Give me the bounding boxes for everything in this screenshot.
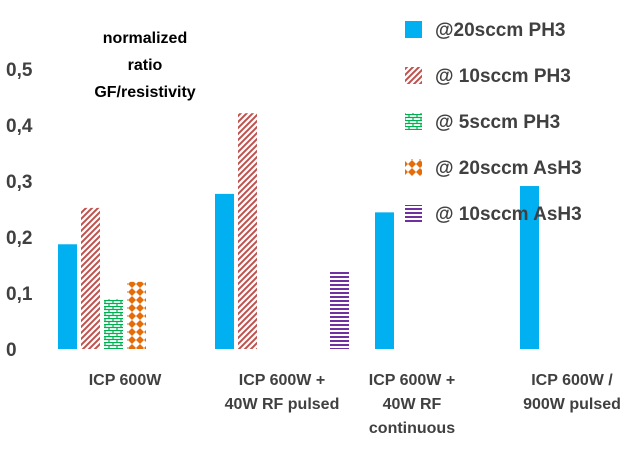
legend-label: @ 20sccm AsH3 bbox=[435, 158, 582, 179]
y-tick-label: 0,5 bbox=[6, 60, 33, 81]
bar bbox=[104, 299, 123, 349]
legend-swatch bbox=[405, 21, 422, 38]
bar bbox=[215, 193, 234, 349]
y-tick-label: 0,1 bbox=[6, 284, 33, 305]
y-tick-label: 0,2 bbox=[6, 228, 32, 249]
bar bbox=[375, 212, 394, 349]
x-axis: ICP 600W ICP 600W +40W RF pulsed ICP 600W … bbox=[89, 372, 621, 437]
x-category-label: ICP 600W +40W RF continuous bbox=[369, 372, 455, 437]
legend-item: @ 5sccm PH3 bbox=[405, 112, 560, 133]
y-tick-label: 0,4 bbox=[6, 116, 33, 137]
legend-label: @ 10sccm PH3 bbox=[435, 66, 571, 87]
legend-item: @ 10sccm AsH3 bbox=[405, 204, 582, 225]
legend-label: @ 5sccm PH3 bbox=[435, 112, 560, 133]
legend-item: @ 10sccm PH3 bbox=[405, 66, 571, 87]
x-category-label: ICP 600W bbox=[89, 372, 163, 389]
bar bbox=[81, 207, 100, 349]
x-category-label: ICP 600W +40W RF pulsed bbox=[225, 372, 340, 413]
chart-annotation: normalized ratio GF/resistivity bbox=[94, 30, 195, 101]
legend-swatch bbox=[405, 159, 422, 176]
y-tick-label: 0,3 bbox=[6, 172, 32, 193]
legend-swatch bbox=[405, 67, 422, 84]
bar bbox=[127, 281, 146, 349]
legend-label: @ 10sccm AsH3 bbox=[435, 204, 582, 225]
legend: @20sccm PH3 @ 10sccm PH3 @ 5sccm PH3 @ 20sc… bbox=[405, 20, 582, 225]
legend-item: @20sccm PH3 bbox=[405, 20, 566, 41]
bar bbox=[330, 271, 349, 349]
legend-label: @20sccm PH3 bbox=[435, 20, 566, 41]
x-category-label: ICP 600W /900W pulsed bbox=[523, 372, 621, 413]
annotation-text: normalized ratio GF/resistivity bbox=[94, 30, 195, 101]
legend-swatch bbox=[405, 205, 422, 222]
bar bbox=[58, 244, 77, 349]
y-tick-label: 0 bbox=[6, 340, 17, 361]
bar bbox=[238, 113, 257, 350]
y-axis: 0 0,1 0,2 0,3 0,4 0,5 bbox=[6, 60, 33, 361]
legend-swatch bbox=[405, 113, 422, 130]
bars bbox=[58, 113, 539, 350]
bar bbox=[520, 186, 539, 349]
legend-item: @ 20sccm AsH3 bbox=[405, 158, 582, 179]
